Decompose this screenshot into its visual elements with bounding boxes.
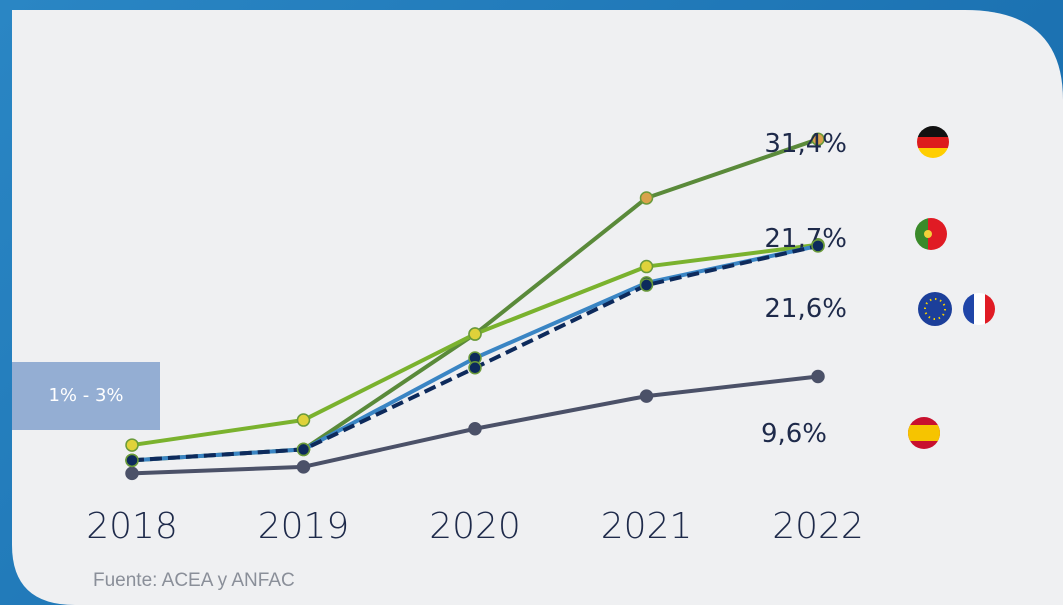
annotation: 1% - 3% <box>48 385 123 406</box>
source: Fuente: ACEA y ANFAC <box>93 570 295 591</box>
point <box>811 132 825 146</box>
x-tick-label: 2019 <box>258 506 350 547</box>
value-label: 31,4% <box>764 129 847 159</box>
point <box>296 442 311 457</box>
annotation-box <box>12 362 160 430</box>
point <box>296 460 311 474</box>
x-tick-label: 2022 <box>772 506 864 547</box>
x-tick-label: 2021 <box>601 506 693 547</box>
point <box>468 421 482 436</box>
value-label: 9,6% <box>761 419 827 449</box>
point <box>639 191 654 205</box>
point <box>811 239 825 253</box>
point <box>639 278 654 292</box>
point <box>125 466 139 481</box>
point <box>468 327 482 341</box>
point <box>468 361 482 375</box>
flag-fr <box>963 293 995 325</box>
point <box>296 413 311 427</box>
point <box>639 389 654 403</box>
point <box>125 453 139 468</box>
point <box>125 438 139 452</box>
point <box>639 259 654 274</box>
flag-pt <box>915 218 947 250</box>
value-label: 21,6% <box>764 294 847 324</box>
flag-es <box>908 417 940 449</box>
flag-de <box>917 126 949 158</box>
point <box>811 369 825 384</box>
x-tick-label: 2020 <box>429 506 521 547</box>
flag-eu <box>918 292 952 326</box>
x-tick-label: 2018 <box>86 506 178 547</box>
